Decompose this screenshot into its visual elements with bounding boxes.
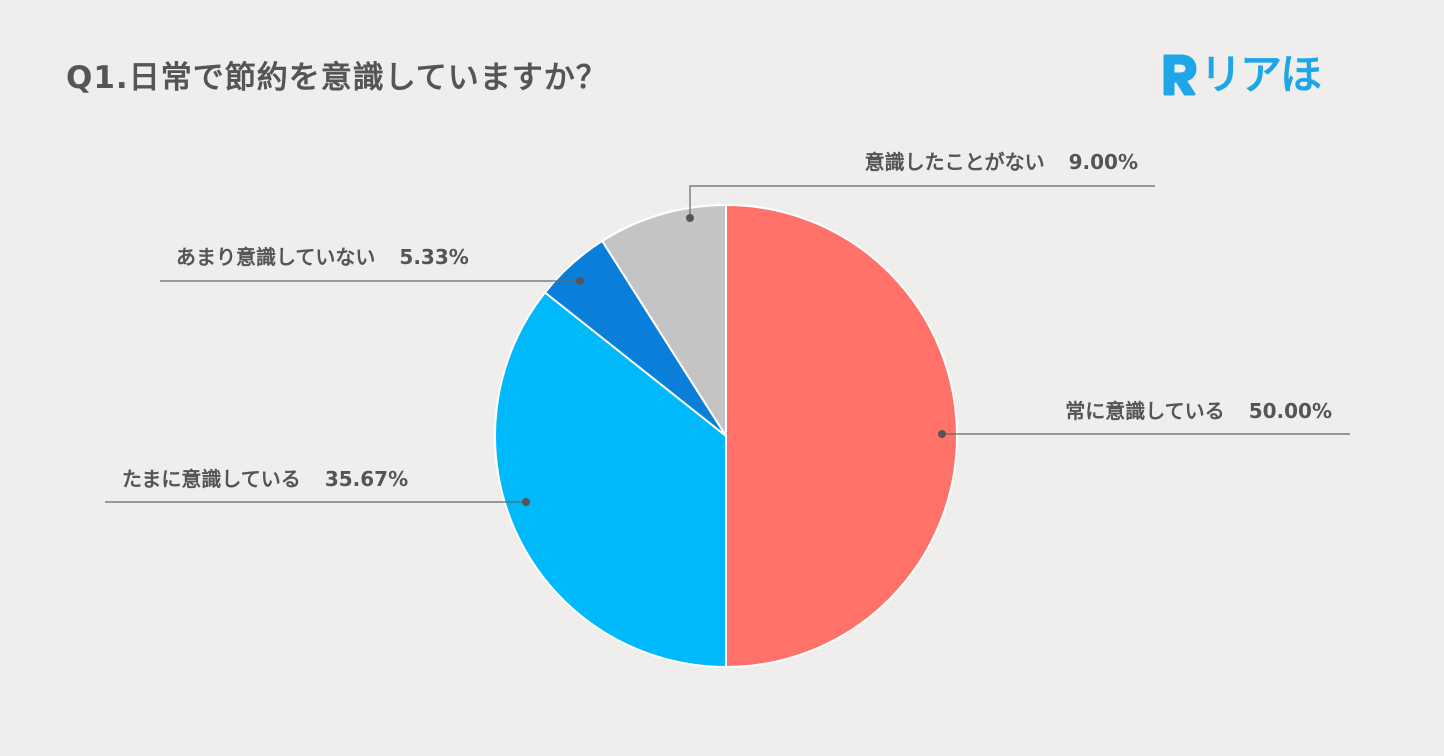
slice-label-name-0: 常に意識している — [1065, 399, 1224, 423]
slice-label-value-3: 9.00% — [1069, 150, 1138, 174]
leader-dot-2 — [576, 277, 584, 285]
chart-title: Q1.日常で節約を意識していますか？ — [66, 60, 608, 96]
slice-label-name-3: 意識したことがない — [865, 150, 1045, 174]
slice-label-value-2: 5.33% — [399, 245, 468, 269]
slice-label-3: 意識したことがない 9.00% — [865, 150, 1138, 174]
slice-label-0: 常に意識している 50.00% — [1065, 399, 1332, 423]
logo-r-icon — [1163, 54, 1197, 96]
slice-label-1: たまに意識している 35.67% — [122, 467, 408, 491]
logo-text: リアほ — [1200, 50, 1322, 99]
pie-callouts: 常に意識している 50.00% たまに意識している 35.67% あまり意識していない 5… — [105, 150, 1350, 506]
pie-slice-3 — [600, 203, 727, 440]
slice-label-name-1: たまに意識している — [122, 467, 301, 491]
leader-dot-1 — [522, 498, 530, 506]
slice-label-value-1: 35.67% — [325, 467, 408, 491]
slice-label-name-2: あまり意識していない — [176, 245, 375, 269]
pie-slices — [494, 203, 958, 669]
leader-dot-3 — [686, 214, 694, 222]
slice-label-2: あまり意識していない 5.33% — [176, 245, 469, 269]
pie-slice-1 — [494, 291, 727, 669]
leader-dot-0 — [938, 430, 946, 438]
leader-line-3 — [689, 185, 1155, 218]
slice-label-value-0: 50.00% — [1249, 399, 1332, 423]
brand-logo: リアほ — [1158, 50, 1322, 100]
pie-slice-0 — [725, 203, 958, 669]
